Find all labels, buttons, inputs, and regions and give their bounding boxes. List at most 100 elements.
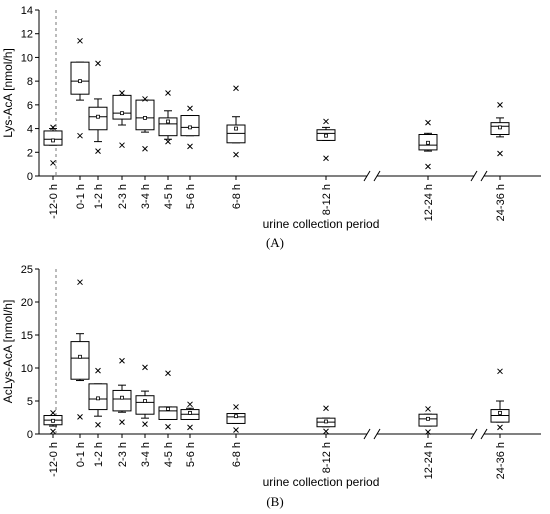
axis-break-mark <box>470 170 478 182</box>
y-tick-label: 4 <box>27 124 33 136</box>
outlier-marker <box>95 148 101 154</box>
x-tick-label: 24-36 h <box>495 442 507 479</box>
mean-marker <box>51 138 55 143</box>
outlier-marker <box>425 163 431 170</box>
x-tick-label: 1-2 h <box>93 184 105 209</box>
box-iqr <box>226 413 246 424</box>
outlier-marker <box>323 405 329 412</box>
x-axis-label: urine collection period <box>263 217 380 231</box>
box-iqr <box>135 99 155 131</box>
outlier-stroke <box>142 96 148 102</box>
x-tick-label: -12-0 h <box>48 442 60 477</box>
y-tick-label: 15 <box>21 330 33 342</box>
outlier-stroke <box>323 155 329 162</box>
x-tick-label: 4-5 h <box>163 442 175 467</box>
axis-break-mark <box>373 170 381 182</box>
box-8-12 h <box>316 118 336 162</box>
panel-label: (A) <box>266 235 284 250</box>
y-axis-label: AcLys-AcA [nmol/h] <box>1 300 15 404</box>
mean-marker <box>78 354 82 359</box>
outlier-stroke <box>187 424 193 431</box>
outlier-stroke <box>95 148 101 154</box>
x-tick-label: 5-6 h <box>185 184 197 209</box>
mean-marker <box>78 79 82 84</box>
x-tick-label: 8-12 h <box>321 442 333 473</box>
outlier-marker <box>142 421 148 427</box>
outlier-marker <box>165 90 171 96</box>
box--12-0 h <box>43 410 63 435</box>
box-24-36 h <box>490 368 510 431</box>
outlier-marker <box>50 410 56 416</box>
outlier-stroke <box>77 132 83 139</box>
mean-marker <box>143 116 147 120</box>
outlier-marker <box>425 406 431 412</box>
box-iqr <box>112 389 132 412</box>
box-1-2 h <box>88 367 108 428</box>
y-tick-label: 14 <box>21 5 33 17</box>
mean-marker <box>426 416 430 421</box>
axis-break-mark <box>480 428 488 440</box>
outlier-stroke <box>77 413 83 420</box>
x-tick-label: 3-4 h <box>140 184 152 209</box>
mean-marker <box>188 125 192 130</box>
box-12-24 h <box>418 119 438 170</box>
outlier-stroke <box>77 37 83 44</box>
outlier-marker <box>187 424 193 431</box>
outlier-stroke <box>50 160 56 166</box>
outlier-stroke <box>425 163 431 170</box>
y-tick-label: 6 <box>27 100 33 112</box>
box-iqr <box>112 94 132 120</box>
box-4-5 h <box>158 370 178 430</box>
outlier-stroke <box>95 421 101 428</box>
mean-marker <box>96 396 100 401</box>
outlier-stroke <box>233 85 239 92</box>
outlier-stroke <box>165 423 171 430</box>
x-tick-label: 2-3 h <box>117 184 129 209</box>
box-5-6 h <box>180 401 200 431</box>
outlier-marker <box>425 119 431 126</box>
mean-marker <box>234 126 238 131</box>
outlier-marker <box>165 370 171 377</box>
outlier-stroke <box>95 60 101 67</box>
outlier-marker <box>50 428 56 435</box>
x-tick-label: 5-6 h <box>185 442 197 467</box>
outlier-marker <box>119 142 125 149</box>
y-tick-label: 5 <box>27 396 33 408</box>
outlier-marker <box>187 401 193 408</box>
mean-marker <box>143 399 147 403</box>
outlier-marker <box>497 102 503 108</box>
outlier-stroke <box>497 424 503 431</box>
x-tick-label: 24-36 h <box>495 184 507 221</box>
outlier-stroke <box>142 421 148 427</box>
outlier-stroke <box>50 428 56 435</box>
outlier-stroke <box>425 406 431 412</box>
outlier-stroke <box>323 428 329 435</box>
outlier-stroke <box>233 151 239 158</box>
outlier-marker <box>50 124 56 131</box>
box-8-12 h <box>316 405 336 435</box>
outlier-marker <box>77 413 83 420</box>
mean-marker <box>426 140 430 145</box>
panel-a: 0 2 4 6 8 10 12 14 -12-0 h 0-1 h 1-2 h 2-3 h 3-4 h 4-… <box>1 5 541 250</box>
box-iqr <box>135 395 155 415</box>
outlier-stroke <box>165 370 171 377</box>
outlier-stroke <box>165 90 171 96</box>
x-tick-label: 0-1 h <box>75 184 87 209</box>
outlier-marker <box>77 279 83 286</box>
outlier-stroke <box>119 419 125 425</box>
box-2-3 h <box>112 90 132 149</box>
axis-break-mark <box>363 428 371 440</box>
axis-break-mark <box>470 428 478 440</box>
outlier-marker <box>119 357 125 364</box>
mean-marker <box>166 119 170 124</box>
box-12-24 h <box>418 406 438 435</box>
box-1-2 h <box>88 60 108 154</box>
axis-break-mark <box>363 170 371 182</box>
y-tick-label: 20 <box>21 297 33 309</box>
box-0-1 h <box>70 279 90 420</box>
box-iqr <box>70 61 90 95</box>
x-tick-label: 3-4 h <box>140 442 152 467</box>
outlier-stroke <box>233 404 239 410</box>
box--12-0 h <box>43 124 63 166</box>
